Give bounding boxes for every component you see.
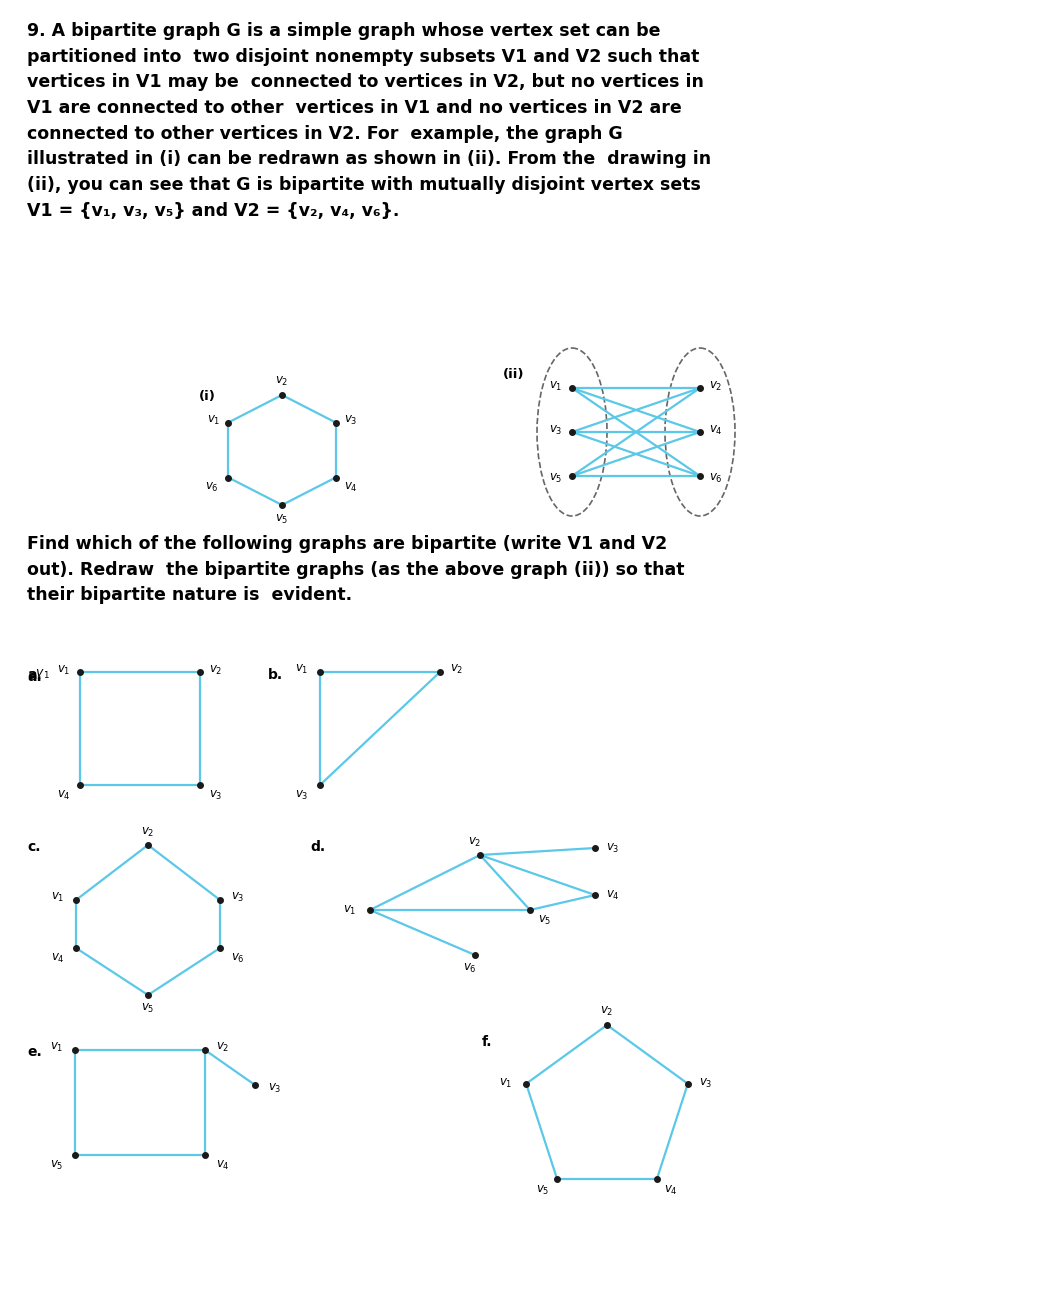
Text: $v_{2}$: $v_{2}$ — [275, 375, 289, 388]
Text: $v_{2}$: $v_{2}$ — [141, 825, 155, 839]
Text: $v_{3}$: $v_{3}$ — [295, 788, 309, 801]
Text: $v_{1}$: $v_{1}$ — [207, 414, 220, 427]
Text: $v_{4}$: $v_{4}$ — [344, 481, 357, 494]
Text: $v_{1}$: $v_{1}$ — [500, 1077, 513, 1090]
Text: $v_1$: $v_1$ — [27, 667, 50, 682]
Text: $v_{5}$: $v_{5}$ — [141, 1002, 155, 1015]
Text: $v_{1}$: $v_{1}$ — [549, 380, 563, 393]
Text: $v_{4}$: $v_{4}$ — [57, 788, 71, 801]
Text: (ii): (ii) — [503, 368, 525, 381]
Text: $v_{4}$: $v_{4}$ — [216, 1158, 230, 1171]
Text: (i): (i) — [198, 390, 215, 403]
Text: $v_{4}$: $v_{4}$ — [664, 1184, 678, 1197]
Text: d.: d. — [310, 840, 325, 853]
Text: b.: b. — [268, 667, 284, 682]
Text: $v_{1}$: $v_{1}$ — [57, 664, 71, 677]
Text: $v_{4}$: $v_{4}$ — [52, 951, 65, 964]
Text: $v_{6}$: $v_{6}$ — [709, 471, 723, 484]
Text: $v_{1}$: $v_{1}$ — [52, 890, 64, 904]
Text: $v_{1}$: $v_{1}$ — [344, 903, 356, 916]
Text: e.: e. — [27, 1045, 42, 1059]
Text: $v_{1}$: $v_{1}$ — [295, 662, 309, 675]
Text: $v_{1}$: $v_{1}$ — [51, 1041, 63, 1054]
Text: a.: a. — [27, 667, 42, 682]
Text: $v_{3}$: $v_{3}$ — [549, 423, 563, 437]
Text: $v_{3}$: $v_{3}$ — [344, 414, 357, 427]
Text: $v_{2}$: $v_{2}$ — [210, 664, 222, 677]
Text: $v_{4}$: $v_{4}$ — [606, 889, 620, 902]
Text: a.: a. — [27, 670, 42, 684]
Text: $v_{5}$: $v_{5}$ — [51, 1158, 63, 1171]
Text: $v_{3}$: $v_{3}$ — [606, 842, 620, 855]
Text: $v_{3}$: $v_{3}$ — [231, 890, 245, 904]
Text: $v_{2}$: $v_{2}$ — [709, 380, 723, 393]
Text: $v_{5}$: $v_{5}$ — [539, 913, 551, 926]
Text: $v_{4}$: $v_{4}$ — [709, 423, 723, 437]
Text: $v_{3}$: $v_{3}$ — [210, 788, 222, 801]
Text: $v_{6}$: $v_{6}$ — [463, 961, 476, 974]
Text: Find which of the following graphs are bipartite (write V1 and V2
out). Redraw  : Find which of the following graphs are b… — [27, 535, 684, 605]
Text: c.: c. — [27, 840, 40, 853]
Text: $v_{2}$: $v_{2}$ — [216, 1041, 230, 1054]
Text: $v_{2}$: $v_{2}$ — [468, 835, 482, 848]
Text: $v_{6}$: $v_{6}$ — [231, 951, 245, 964]
Text: $v_{2}$: $v_{2}$ — [450, 662, 464, 675]
Text: f.: f. — [482, 1036, 492, 1049]
Text: $v_{2}$: $v_{2}$ — [601, 1004, 613, 1017]
Text: $v_{6}$: $v_{6}$ — [206, 481, 219, 494]
Text: $v_{3}$: $v_{3}$ — [699, 1077, 713, 1090]
Text: $v_{5}$: $v_{5}$ — [549, 471, 563, 484]
Text: 9. A bipartite graph G is a simple graph whose vertex set can be
partitioned int: 9. A bipartite graph G is a simple graph… — [27, 22, 711, 220]
Text: $v_{5}$: $v_{5}$ — [275, 513, 289, 526]
Text: $v_{3}$: $v_{3}$ — [269, 1081, 281, 1094]
Text: $v_{5}$: $v_{5}$ — [536, 1184, 550, 1197]
